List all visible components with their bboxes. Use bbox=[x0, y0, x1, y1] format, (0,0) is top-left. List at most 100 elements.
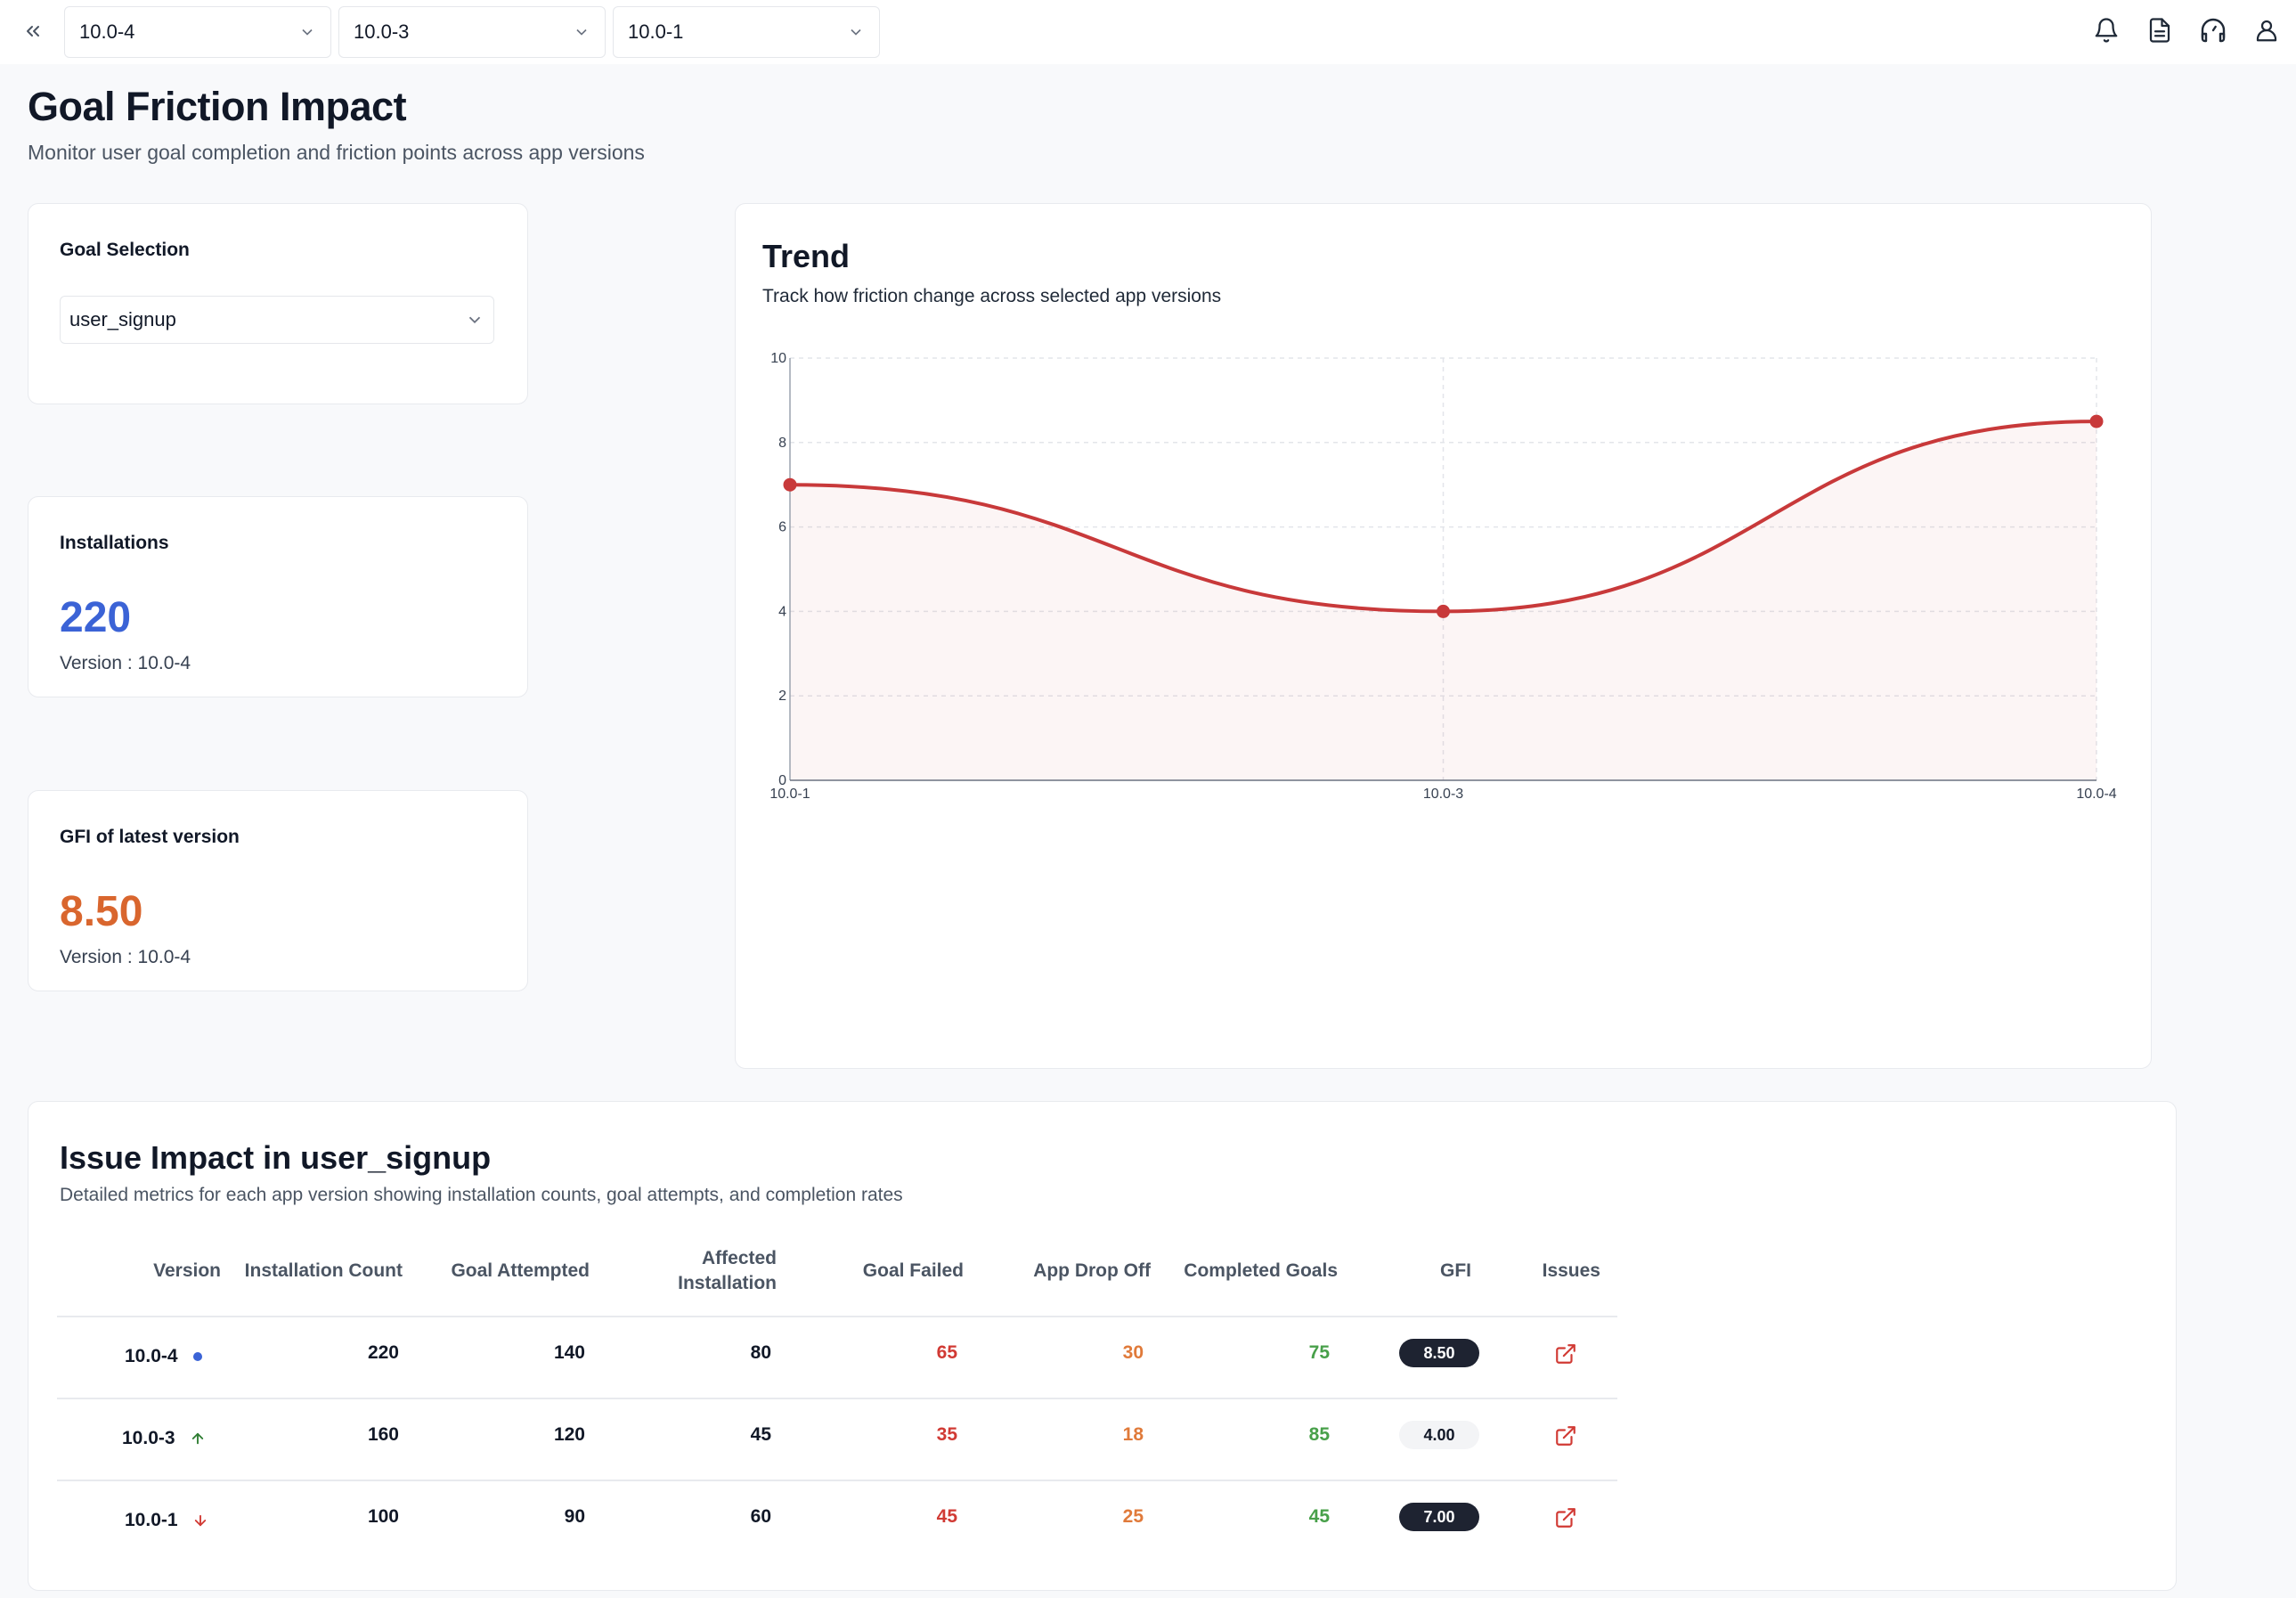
y-tick-label: 2 bbox=[778, 689, 786, 704]
row-2-completed-goals: 85 bbox=[1308, 1424, 1330, 1445]
page-subtitle: Monitor user goal completion and frictio… bbox=[28, 141, 645, 164]
row-1-app-drop-off: 30 bbox=[1122, 1342, 1144, 1363]
row-version-label: 10.0-1 bbox=[125, 1510, 178, 1530]
row-version-label: 10.0-3 bbox=[122, 1428, 175, 1448]
latest-dot-icon bbox=[192, 1352, 202, 1361]
trend-point bbox=[783, 477, 797, 492]
external-link-icon bbox=[1556, 1508, 1575, 1528]
installations-label: Installations bbox=[60, 533, 169, 553]
row-3-affected-installation: 60 bbox=[750, 1506, 771, 1527]
y-tick-label: 0 bbox=[778, 773, 786, 788]
issue-impact-subtitle: Detailed metrics for each app version sh… bbox=[60, 1185, 903, 1205]
table-row-3-version: 10.0-1 bbox=[125, 1510, 208, 1531]
col-header-completed-goals: Completed Goals bbox=[1184, 1260, 1338, 1281]
user-icon[interactable] bbox=[2250, 11, 2284, 50]
row-1-completed-goals: 75 bbox=[1308, 1342, 1330, 1363]
col-header-gfi: GFI bbox=[1440, 1260, 1471, 1281]
trend-subtitle: Track how friction change across selecte… bbox=[762, 286, 1222, 306]
y-tick-label: 6 bbox=[778, 520, 786, 535]
gfi-latest-label: GFI of latest version bbox=[60, 827, 240, 847]
y-tick-label: 8 bbox=[778, 436, 786, 451]
installations-value: 220 bbox=[60, 594, 132, 641]
row-3-app-drop-off: 25 bbox=[1122, 1506, 1144, 1527]
row-1-goal-attempted: 140 bbox=[553, 1342, 585, 1363]
col-header-affected-installation: Affected Installation bbox=[634, 1246, 777, 1296]
goal-select-value: user_signup bbox=[69, 308, 176, 330]
trend-chart: 0 2 4 6 8 10 10.0-1 10.0-3 10.0-4 bbox=[769, 351, 2116, 802]
trend-card: Trend Track how friction change across s… bbox=[735, 203, 2152, 1069]
row-3-completed-goals: 45 bbox=[1308, 1506, 1330, 1527]
external-link-icon bbox=[1556, 1426, 1575, 1446]
trend-point bbox=[1437, 604, 1450, 618]
col-header-installation-count: Installation Count bbox=[244, 1260, 403, 1281]
row-2-goal-attempted: 120 bbox=[553, 1424, 585, 1445]
table-divider bbox=[57, 1316, 1617, 1317]
document-icon[interactable] bbox=[2143, 11, 2177, 50]
col-header-affected-line1: Affected bbox=[701, 1248, 777, 1268]
table-row-2-version: 10.0-3 bbox=[122, 1428, 206, 1449]
table-divider bbox=[57, 1398, 1617, 1399]
arrow-up-icon bbox=[191, 1432, 203, 1445]
trend-area bbox=[790, 421, 2097, 780]
gfi-latest-value: 8.50 bbox=[60, 888, 143, 935]
issue-impact-title: Issue Impact in user_signup bbox=[60, 1139, 492, 1176]
gfi-latest-card: GFI of latest version 8.50 Version : 10.… bbox=[28, 790, 528, 991]
y-tick-label: 10 bbox=[770, 351, 786, 366]
issue-impact-card: Issue Impact in user_signup Detailed met… bbox=[28, 1101, 2177, 1591]
row-1-gfi-badge: 8.50 bbox=[1399, 1339, 1479, 1367]
arrow-down-icon bbox=[194, 1514, 206, 1527]
goal-select[interactable]: user_signup bbox=[60, 296, 494, 344]
version-select-2-value: 10.0-3 bbox=[354, 20, 410, 43]
row-2-issues-link[interactable] bbox=[1552, 1423, 1579, 1449]
collapse-sidebar-button[interactable] bbox=[18, 16, 48, 46]
version-select-2[interactable]: 10.0-3 bbox=[338, 6, 606, 58]
col-header-version: Version bbox=[153, 1260, 221, 1281]
installations-version-note: Version : 10.0-4 bbox=[60, 653, 191, 673]
col-header-affected-line2: Installation bbox=[678, 1273, 777, 1293]
page-title: Goal Friction Impact bbox=[28, 84, 407, 129]
version-select-3[interactable]: 10.0-1 bbox=[613, 6, 880, 58]
row-1-issues-link[interactable] bbox=[1552, 1341, 1579, 1367]
row-3-gfi-badge: 7.00 bbox=[1399, 1503, 1479, 1531]
goal-selection-card: Goal Selection user_signup bbox=[28, 203, 528, 404]
col-header-app-drop-off: App Drop Off bbox=[1033, 1260, 1151, 1281]
version-select-1[interactable]: 10.0-4 bbox=[64, 6, 331, 58]
goal-selection-label: Goal Selection bbox=[60, 240, 190, 260]
x-tick-label: 10.0-3 bbox=[1423, 787, 1463, 802]
chevron-down-icon bbox=[302, 29, 313, 36]
external-link-icon bbox=[1556, 1344, 1575, 1364]
top-bar: 10.0-4 10.0-3 10.0-1 bbox=[0, 0, 2296, 64]
bell-icon[interactable] bbox=[2089, 11, 2123, 50]
row-2-gfi-badge: 4.00 bbox=[1399, 1421, 1479, 1449]
row-2-goal-failed: 35 bbox=[936, 1424, 957, 1445]
row-1-goal-failed: 65 bbox=[936, 1342, 957, 1363]
row-3-goal-failed: 45 bbox=[936, 1506, 957, 1527]
installations-card: Installations 220 Version : 10.0-4 bbox=[28, 496, 528, 697]
y-tick-label: 4 bbox=[778, 604, 786, 619]
row-2-app-drop-off: 18 bbox=[1122, 1424, 1144, 1445]
row-3-issues-link[interactable] bbox=[1552, 1504, 1579, 1531]
row-3-goal-attempted: 90 bbox=[564, 1506, 585, 1527]
row-1-affected-installation: 80 bbox=[750, 1342, 771, 1363]
col-header-goal-attempted: Goal Attempted bbox=[451, 1260, 590, 1281]
version-select-1-value: 10.0-4 bbox=[79, 20, 135, 43]
row-2-affected-installation: 45 bbox=[750, 1424, 771, 1445]
row-2-installation-count: 160 bbox=[367, 1424, 399, 1445]
gfi-latest-version-note: Version : 10.0-4 bbox=[60, 947, 191, 967]
x-tick-label: 10.0-1 bbox=[769, 787, 810, 802]
table-divider bbox=[57, 1480, 1617, 1481]
row-1-installation-count: 220 bbox=[367, 1342, 399, 1363]
chevron-down-icon bbox=[576, 29, 587, 36]
support-headset-icon[interactable] bbox=[2196, 11, 2230, 50]
row-3-installation-count: 100 bbox=[367, 1506, 399, 1527]
top-icons bbox=[2089, 11, 2284, 50]
chevron-down-icon bbox=[851, 29, 861, 36]
trend-title: Trend bbox=[762, 238, 851, 274]
col-header-goal-failed: Goal Failed bbox=[862, 1260, 964, 1281]
chevron-down-icon bbox=[468, 316, 481, 324]
trend-point bbox=[2089, 414, 2104, 428]
x-tick-label: 10.0-4 bbox=[2076, 787, 2116, 802]
row-version-label: 10.0-4 bbox=[125, 1346, 178, 1366]
version-select-3-value: 10.0-1 bbox=[628, 20, 684, 43]
table-row-1-version: 10.0-4 bbox=[125, 1346, 203, 1367]
